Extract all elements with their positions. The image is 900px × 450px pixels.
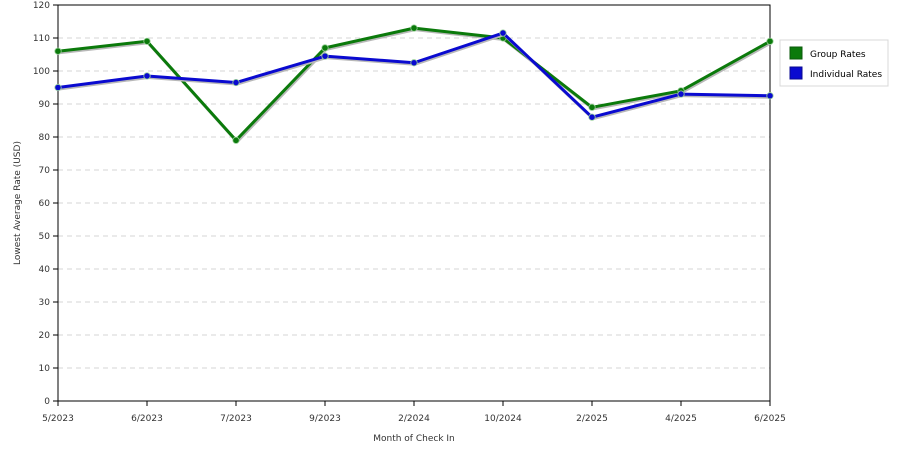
y-tick-label: 80 (39, 133, 51, 143)
y-tick-label: 100 (33, 67, 50, 77)
legend-label-group-rates: Group Rates (810, 50, 866, 60)
data-point-group-rates (321, 44, 329, 52)
x-tick-label: 6/2023 (131, 414, 163, 424)
data-point-individual-rates (54, 83, 62, 92)
series-lines (54, 24, 774, 144)
data-point-group-rates (143, 37, 151, 45)
legend-swatch-group-rates (789, 46, 803, 60)
x-tick-label: 5/2023 (42, 414, 74, 424)
y-axis-ticks: 0 10 20 30 40 50 60 70 80 90 100 110 120 (33, 1, 58, 407)
y-axis-title: Lowest Average Rate (USD) (13, 141, 23, 265)
x-tick-label: 4/2025 (665, 414, 697, 424)
x-tick-label: 2/2025 (576, 414, 608, 424)
y-tick-label: 20 (39, 331, 51, 341)
data-point-individual-rates (321, 52, 329, 60)
y-tick-label: 40 (39, 265, 51, 275)
data-point-group-rates (410, 24, 418, 32)
x-axis-title: Month of Check In (373, 434, 455, 444)
data-point-group-rates (766, 37, 774, 45)
series-line-shadow-group-rates (58, 28, 772, 144)
data-point-group-rates (588, 103, 596, 111)
legend: Group Rates Individual Rates (779, 39, 889, 87)
data-point-individual-rates (766, 92, 774, 100)
data-point-group-rates (54, 47, 62, 55)
data-point-individual-rates (499, 29, 507, 37)
data-point-individual-rates (232, 78, 240, 87)
y-tick-label: 70 (39, 166, 51, 176)
y-tick-label: 60 (39, 199, 51, 209)
data-point-individual-rates (588, 113, 596, 121)
x-tick-label: 10/2024 (484, 414, 522, 424)
grid-lines (58, 37, 770, 369)
data-point-individual-rates (410, 59, 418, 67)
y-tick-label: 110 (33, 34, 50, 44)
x-tick-label: 6/2025 (754, 414, 786, 424)
data-point-group-rates (232, 136, 240, 144)
y-tick-label: 10 (39, 364, 51, 374)
legend-label-individual-rates: Individual Rates (810, 70, 882, 80)
series-line-individual-rates (57, 31, 771, 119)
y-tick-label: 50 (39, 232, 51, 242)
x-axis-ticks: 5/2023 6/2023 7/2023 9/2023 2/2024 10/2024 2/2… (42, 401, 786, 424)
y-tick-label: 90 (39, 100, 51, 110)
y-tick-label: 0 (44, 397, 50, 407)
data-point-individual-rates (677, 90, 685, 98)
series-line-group-rates (57, 26, 771, 142)
x-tick-label: 7/2023 (220, 414, 252, 424)
y-tick-label: 30 (39, 298, 51, 308)
data-point-individual-rates (143, 72, 151, 80)
x-tick-label: 9/2023 (309, 414, 341, 424)
y-tick-label: 120 (33, 1, 50, 11)
legend-swatch-individual-rates (789, 66, 803, 80)
x-tick-label: 2/2024 (398, 414, 430, 424)
